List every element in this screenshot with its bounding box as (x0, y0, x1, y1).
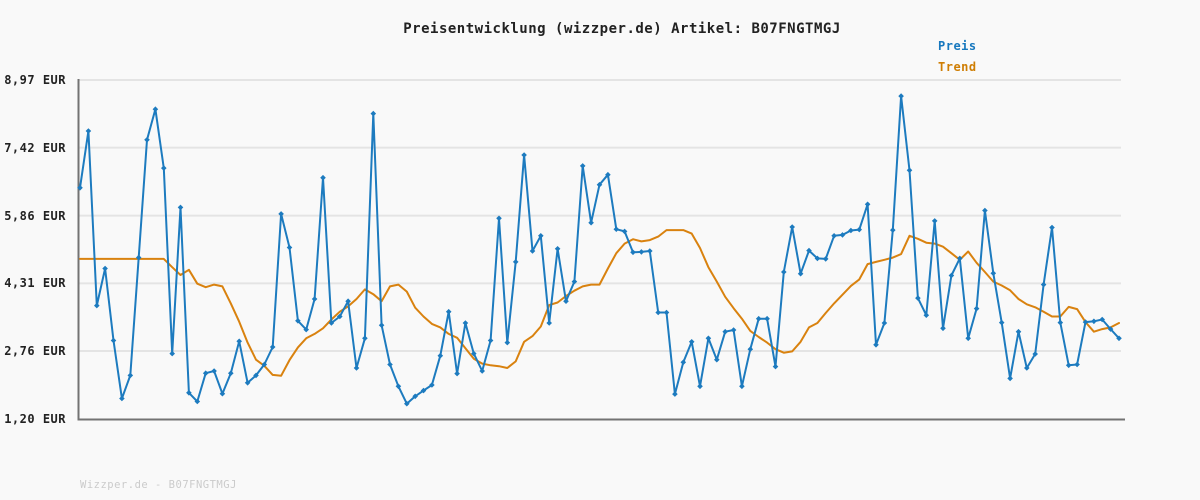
trend-line (79, 229, 1120, 377)
legend-item-preis: Preis (938, 39, 977, 53)
y-tick-label: 5,86 EUR (4, 208, 66, 223)
y-tick-label: 2,76 EUR (4, 343, 66, 358)
watermark: Wizzper.de - B07FNGTMGJ (80, 479, 237, 491)
y-tick-label: 4,31 EUR (4, 276, 66, 291)
y-tick-label: 1,20 EUR (4, 412, 66, 426)
chart-title: Preisentwicklung (wizzper.de) Artikel: B… (403, 21, 841, 37)
price-line (79, 95, 1120, 405)
legend-item-trend: Trend (938, 60, 977, 74)
y-tick-label: 8,97 EUR (4, 73, 66, 87)
y-tick-label: 7,42 EUR (4, 140, 66, 155)
